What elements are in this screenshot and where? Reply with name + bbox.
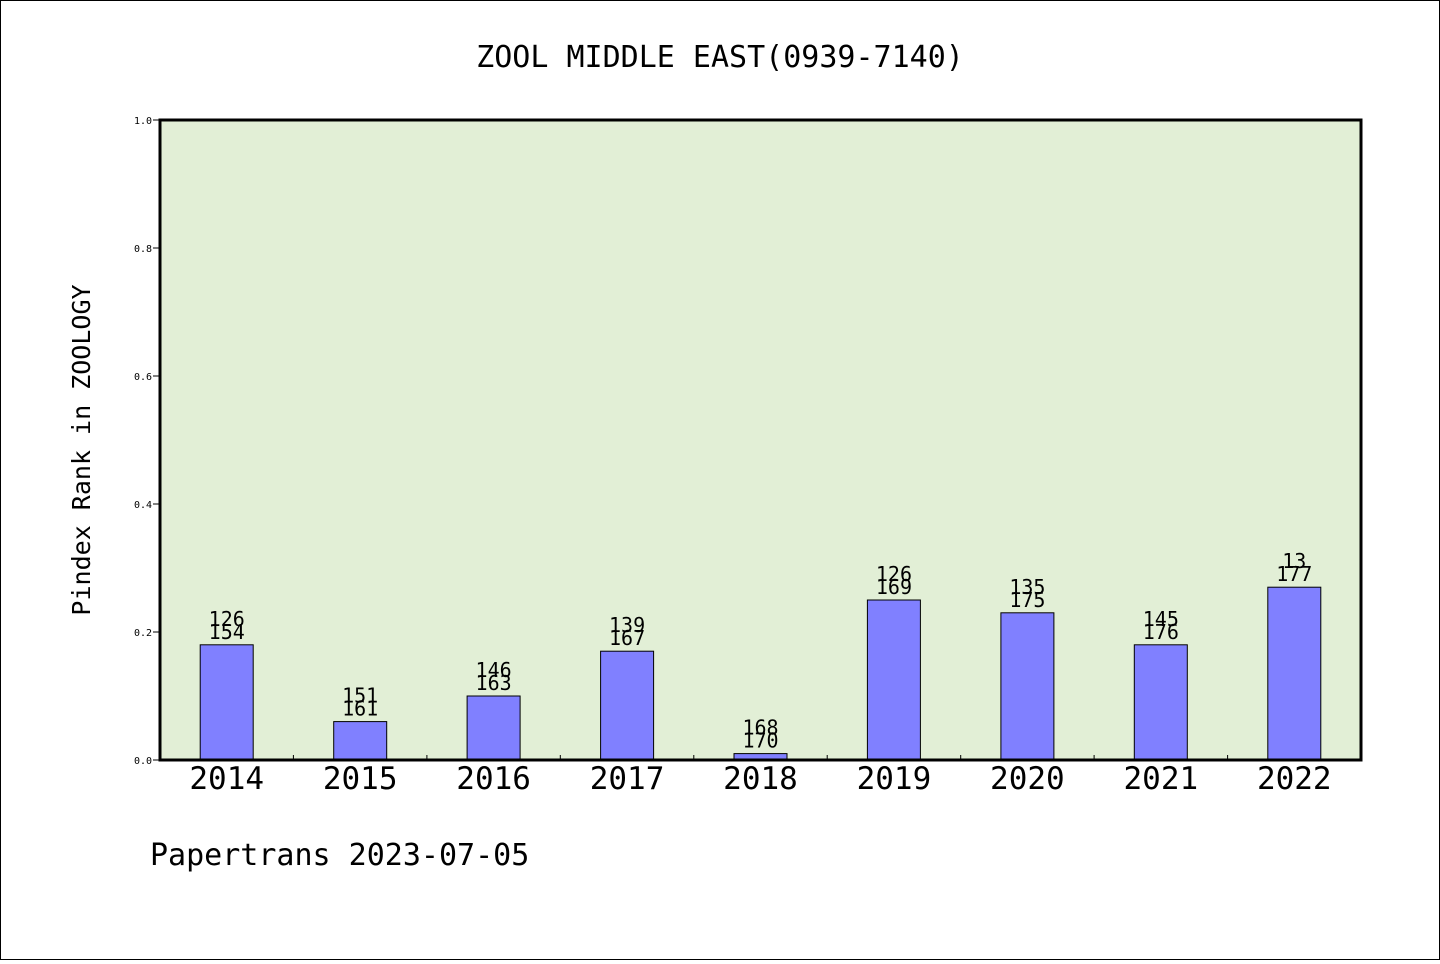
bar-label-top-2016: 146 bbox=[476, 658, 512, 682]
bar-label-top-2015: 151 bbox=[342, 684, 378, 708]
x-tick-label-2016: 2016 bbox=[456, 761, 531, 797]
bar-label-top-2019: 126 bbox=[876, 562, 912, 586]
bar-2014 bbox=[199, 644, 254, 761]
bar-label-top-2020: 135 bbox=[1009, 575, 1045, 599]
y-tick-label: 0.6 bbox=[134, 372, 152, 383]
bar-2022 bbox=[1267, 586, 1322, 761]
bar-label-bottom-2019: 169 bbox=[876, 575, 912, 599]
bar-label-top-2018: 168 bbox=[742, 716, 778, 740]
bar-2019 bbox=[866, 599, 921, 761]
plot-border bbox=[158, 118, 1363, 762]
bar-label-top-2022: 13 bbox=[1282, 549, 1306, 573]
chart-title: ZOOL MIDDLE EAST(0939-7140) bbox=[476, 40, 964, 75]
x-tick-label-2020: 2020 bbox=[990, 761, 1065, 797]
bar-label-bottom-2017: 167 bbox=[609, 626, 645, 650]
x-tick-label-2015: 2015 bbox=[323, 761, 398, 797]
y-tick-label: 0.0 bbox=[134, 756, 152, 767]
x-tick-label-2019: 2019 bbox=[857, 761, 932, 797]
bar-label-bottom-2015: 161 bbox=[342, 697, 378, 721]
y-tick-label: 1.0 bbox=[134, 116, 152, 127]
bar-label-bottom-2020: 175 bbox=[1009, 588, 1045, 612]
x-tick-label-2018: 2018 bbox=[723, 761, 798, 797]
bar-label-top-2017: 139 bbox=[609, 613, 645, 637]
y-axis-label: Pindex Rank in ZOOLOGY bbox=[67, 284, 96, 615]
bar-label-top-2014: 126 bbox=[209, 607, 245, 631]
bars-layer bbox=[199, 586, 1322, 761]
bar-label-bottom-2016: 163 bbox=[476, 671, 512, 695]
bar-label-bottom-2021: 176 bbox=[1143, 620, 1179, 644]
bar-2017 bbox=[600, 650, 655, 761]
y-tick-label: 0.8 bbox=[134, 244, 152, 255]
x-tick-label-2022: 2022 bbox=[1257, 761, 1332, 797]
footer-credit: Papertrans 2023-07-05 bbox=[150, 838, 529, 873]
x-tick-label-2014: 2014 bbox=[189, 761, 264, 797]
bar-label-top-2021: 145 bbox=[1143, 607, 1179, 631]
y-axis-ticks: 0.0 0.2 0.4 0.6 0.8 1.0 bbox=[134, 116, 160, 767]
bar-2020 bbox=[1000, 612, 1055, 761]
bar-2015 bbox=[333, 721, 388, 761]
y-tick-label: 0.4 bbox=[134, 500, 152, 511]
bar-label-bottom-2014: 154 bbox=[209, 620, 245, 644]
bar-2016 bbox=[466, 695, 521, 761]
bar-2021 bbox=[1133, 644, 1188, 761]
x-tick-label-2021: 2021 bbox=[1124, 761, 1199, 797]
y-tick-label: 0.2 bbox=[134, 628, 152, 639]
bar-label-bottom-2022: 177 bbox=[1276, 562, 1312, 586]
x-axis-ticks: 2014 2015 2016 2017 2018 2019 2020 2021 2022 bbox=[189, 755, 1332, 797]
x-tick-label-2017: 2017 bbox=[590, 761, 665, 797]
bar-label-bottom-2018: 170 bbox=[742, 729, 778, 753]
